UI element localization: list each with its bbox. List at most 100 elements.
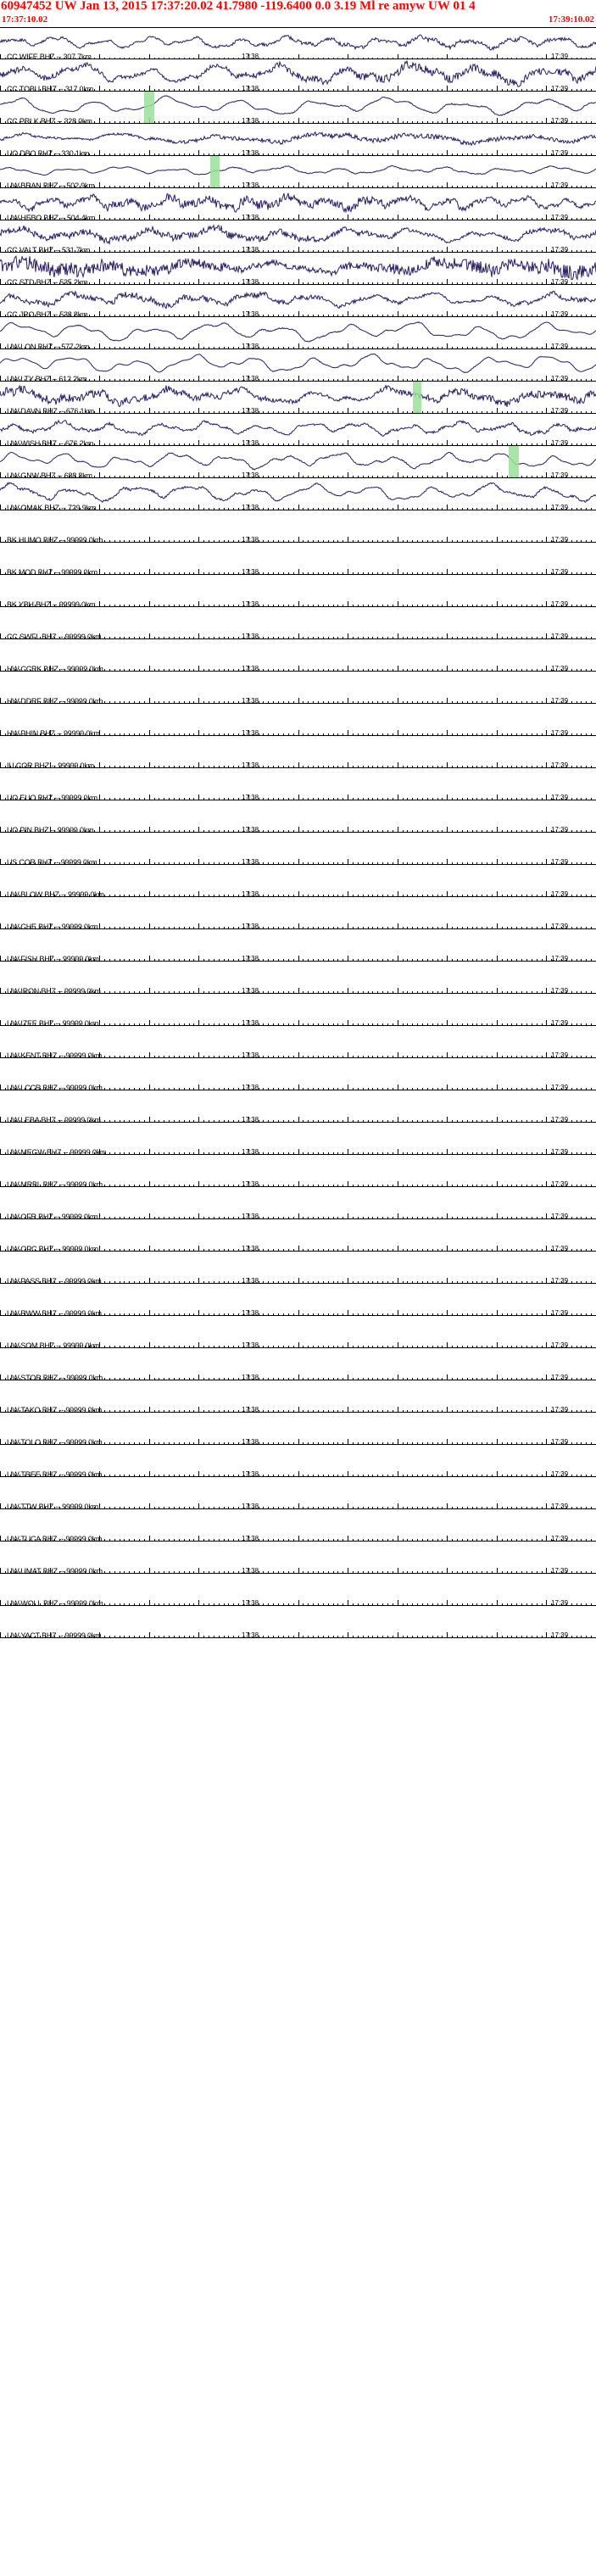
trace-row[interactable]: UW.WISH BHZ -- 676.2km 17:38 17:39 (0, 414, 596, 446)
waveform-plot (0, 1600, 592, 1605)
trace-row[interactable]: CC.JRO BHZ -- 538.8km 17:38 17:39 (0, 285, 596, 317)
waveform-plot (0, 384, 596, 413)
axis-tick-label-2: 17:39 (551, 375, 569, 382)
trace-row[interactable]: UW.FISH BHZ -- 99999.0km 17:38 17:39 (0, 929, 596, 962)
trace-row[interactable]: UW.KENT BHZ -- 99999.0km 17:38 17:39 (0, 1026, 596, 1058)
waveform-plot (0, 255, 596, 284)
trace-row[interactable]: UW.RWW BHZ -- 99999.0km 17:38 17:39 (0, 1284, 596, 1316)
trace-row[interactable]: UW.LEBA BHZ -- 99999.0km 17:38 17:39 (0, 1090, 596, 1123)
event-header: 60947452 UW Jan 13, 2015 17:37:20.02 41.… (0, 0, 596, 27)
trace-row[interactable]: UW.GNW BHZ -- 688.8km 17:38 17:39 (0, 446, 596, 478)
trace-row[interactable]: UW.LCCR BHZ -- 99999.0km 17:38 17:39 (0, 1058, 596, 1090)
waveform-plot (0, 795, 592, 800)
trace-row[interactable]: UW.HEBO BHZ -- 504.4km 17:38 17:39 (0, 188, 596, 220)
waveform-plot (0, 956, 592, 961)
trace-row[interactable]: UW.BLOW BHZ -- 99999.0km 17:38 17:39 (0, 865, 596, 897)
trace-row[interactable]: UW.LON BHZ -- 577.2km 17:38 17:39 (0, 317, 596, 349)
trace-row[interactable]: UW.TREE BHZ -- 99999.0km 17:38 17:39 (0, 1445, 596, 1477)
axis-tick-label-2: 17:39 (551, 697, 569, 704)
phase-pick-band[interactable] (509, 446, 519, 477)
trace-label: UW.GNW BHZ -- 688.8km (7, 471, 92, 478)
waveform-plot (0, 569, 592, 574)
waveform-plot (0, 419, 596, 445)
trace-row[interactable]: UW.WOLL BHZ -- 99999.0km 17:38 17:39 (0, 1574, 596, 1606)
axis-tick-label-1: 17:38 (242, 665, 259, 672)
waveform-plot (0, 827, 592, 832)
axis-tick-label-1: 17:38 (242, 1180, 259, 1187)
axis-tick-label-1: 17:38 (242, 600, 259, 607)
trace-row[interactable]: UW.OMAK BHZ -- 729.9km 17:38 17:39 (0, 478, 596, 510)
trace-row[interactable]: CC.VALT BHZ -- 531.7km 17:38 17:39 (0, 220, 596, 253)
phase-pick-band[interactable] (413, 382, 421, 413)
axis-tick-label-1: 17:38 (242, 729, 259, 736)
trace-row[interactable]: BK.HUMO BHZ -- 99999.0km 17:38 17:39 (0, 510, 596, 543)
trace-row[interactable]: IU.COR BHZ -- 99999.0km 17:38 17:39 (0, 736, 596, 768)
trace-list: CC.WIFE BHZ -- 307.7km 17:38 17:39 CC.TOBU … (0, 27, 596, 1638)
trace-row[interactable]: CC.TOBU BHZ -- 317.0km 17:38 17:39 (0, 59, 596, 92)
axis-tick-label-1: 17:38 (242, 1019, 259, 1026)
trace-row[interactable]: UW.DAVN BHZ -- 676.1km 17:38 17:39 (0, 382, 596, 414)
phase-pick-band[interactable] (144, 92, 154, 123)
trace-label: UW.PASS BHZ -- 99999.0km (7, 1277, 102, 1284)
waveform-plot (0, 1503, 592, 1508)
trace-row[interactable]: CC.SWFL BHZ -- 99999.0km 17:38 17:39 (0, 607, 596, 639)
axis-tick-label-2: 17:39 (551, 149, 569, 156)
trace-label: UW.TOLO BHZ -- 99999.0km (7, 1438, 103, 1445)
axis-tick-label-1: 17:38 (242, 1631, 259, 1638)
axis-tick-label-1: 17:38 (242, 955, 259, 962)
trace-row[interactable]: HW.CCRK BHZ -- 99999.0km 17:38 17:39 (0, 639, 596, 672)
axis-tick-label-2: 17:39 (551, 1019, 569, 1026)
trace-row[interactable]: UW.STOR BHZ -- 99999.0km 17:38 17:39 (0, 1348, 596, 1380)
trace-label: CC.JRO BHZ -- 538.8km (7, 310, 88, 317)
axis-tick-label-2: 17:39 (551, 1084, 569, 1090)
axis-tick-label-2: 17:39 (551, 1567, 569, 1574)
trace-row[interactable]: HW.DDRF BHZ -- 99999.0km 17:38 17:39 (0, 672, 596, 704)
axis-tick-label-1: 17:38 (242, 987, 259, 994)
trace-row[interactable]: UW.SQM BHZ -- 99999.0km 17:38 17:39 (0, 1316, 596, 1348)
trace-row[interactable]: UW.IZEE BHZ -- 99999.0km 17:38 17:39 (0, 994, 596, 1026)
trace-row[interactable]: UW.PASS BHZ -- 99999.0km 17:38 17:39 (0, 1252, 596, 1284)
trace-row[interactable]: UW.UMAT BHZ -- 99999.0km 17:38 17:39 (0, 1542, 596, 1574)
waveform-plot (0, 1246, 592, 1251)
trace-label: UW.OPC BHZ -- 99999.0km (7, 1245, 98, 1252)
trace-row[interactable]: UW.TAKO BHZ -- 99999.0km 17:38 17:39 (0, 1380, 596, 1413)
trace-row[interactable]: CC.PRLK BHZ -- 328.0km 17:38 17:39 (0, 92, 596, 124)
trace-row[interactable]: UO.DBO BHZ -- 330.1km 17:38 17:39 (0, 124, 596, 156)
trace-row[interactable]: UW.BRAN BHZ -- 502.9km 17:38 17:39 (0, 156, 596, 188)
axis-tick-label-1: 17:38 (242, 1277, 259, 1284)
axis-tick-label-1: 17:38 (242, 1374, 259, 1380)
axis-tick-label-1: 17:38 (242, 794, 259, 800)
trace-row[interactable]: UW.MRBL BHZ -- 99999.0km 17:38 17:39 (0, 1155, 596, 1187)
trace-label: UW.FISH BHZ -- 99999.0km (7, 955, 99, 962)
trace-row[interactable]: UW.TUCA BHZ -- 99999.0km 17:38 17:39 (0, 1509, 596, 1542)
trace-row[interactable]: UW.YACT BHZ -- 99999.0km 17:38 17:39 (0, 1606, 596, 1638)
axis-tick-label-2: 17:39 (551, 761, 569, 768)
axis-tick-label-1: 17:38 (242, 1470, 259, 1477)
waveform-plot (0, 1374, 592, 1380)
trace-row[interactable]: HW.PHIN BHZ -- 99999.0km 17:38 17:39 (0, 704, 596, 736)
trace-row[interactable]: UW.MEGW BHZ -- 99999.0km 17:38 17:39 (0, 1123, 596, 1155)
axis-tick-label-1: 17:38 (242, 85, 259, 92)
trace-label: BK.YBH BHZ -- 99999.0km (7, 600, 96, 607)
trace-row[interactable]: CC.STD BHZ -- 535.2km 17:38 17:39 (0, 253, 596, 285)
waveform-plot (0, 1278, 592, 1283)
trace-row[interactable]: BK.YBH BHZ -- 99999.0km 17:38 17:39 (0, 575, 596, 607)
trace-row[interactable]: UW.TTW BHZ -- 99999.0km 17:38 17:39 (0, 1477, 596, 1509)
trace-row[interactable]: UW.CHE BHZ -- 99999.0km 17:38 17:39 (0, 897, 596, 929)
trace-label: US.COR BHZ -- 99999.0km (7, 858, 97, 865)
trace-label: HW.DDRF BHZ -- 99999.0km (7, 697, 103, 704)
trace-row[interactable]: UW.OFR BHZ -- 99999.0km 17:38 17:39 (0, 1187, 596, 1219)
trace-row[interactable]: CC.WIFE BHZ -- 307.7km 17:38 17:39 (0, 27, 596, 59)
trace-row[interactable]: BK.MOD BHZ -- 99999.0km 17:38 17:39 (0, 543, 596, 575)
trace-row[interactable]: UO.PIN BHZ -- 99999.0km 17:38 17:39 (0, 800, 596, 833)
trace-label: UO.DBO BHZ -- 330.1km (7, 149, 90, 156)
trace-row[interactable]: UW.OPC BHZ -- 99999.0km 17:38 17:39 (0, 1219, 596, 1252)
trace-row[interactable]: UW.IRON BHZ -- 99999.0km 17:38 17:39 (0, 962, 596, 994)
waveform-plot (0, 633, 592, 638)
trace-row[interactable]: UW.TOLO BHZ -- 99999.0km 17:38 17:39 (0, 1413, 596, 1445)
trace-row[interactable]: US.COR BHZ -- 99999.0km 17:38 17:39 (0, 833, 596, 865)
phase-pick-band[interactable] (210, 156, 220, 187)
waveform-plot (0, 988, 592, 993)
trace-row[interactable]: UO.EUO BHZ -- 99999.0km 17:38 17:39 (0, 768, 596, 800)
trace-row[interactable]: UW.LTY BHZ -- 612.2km 17:38 17:39 (0, 349, 596, 382)
